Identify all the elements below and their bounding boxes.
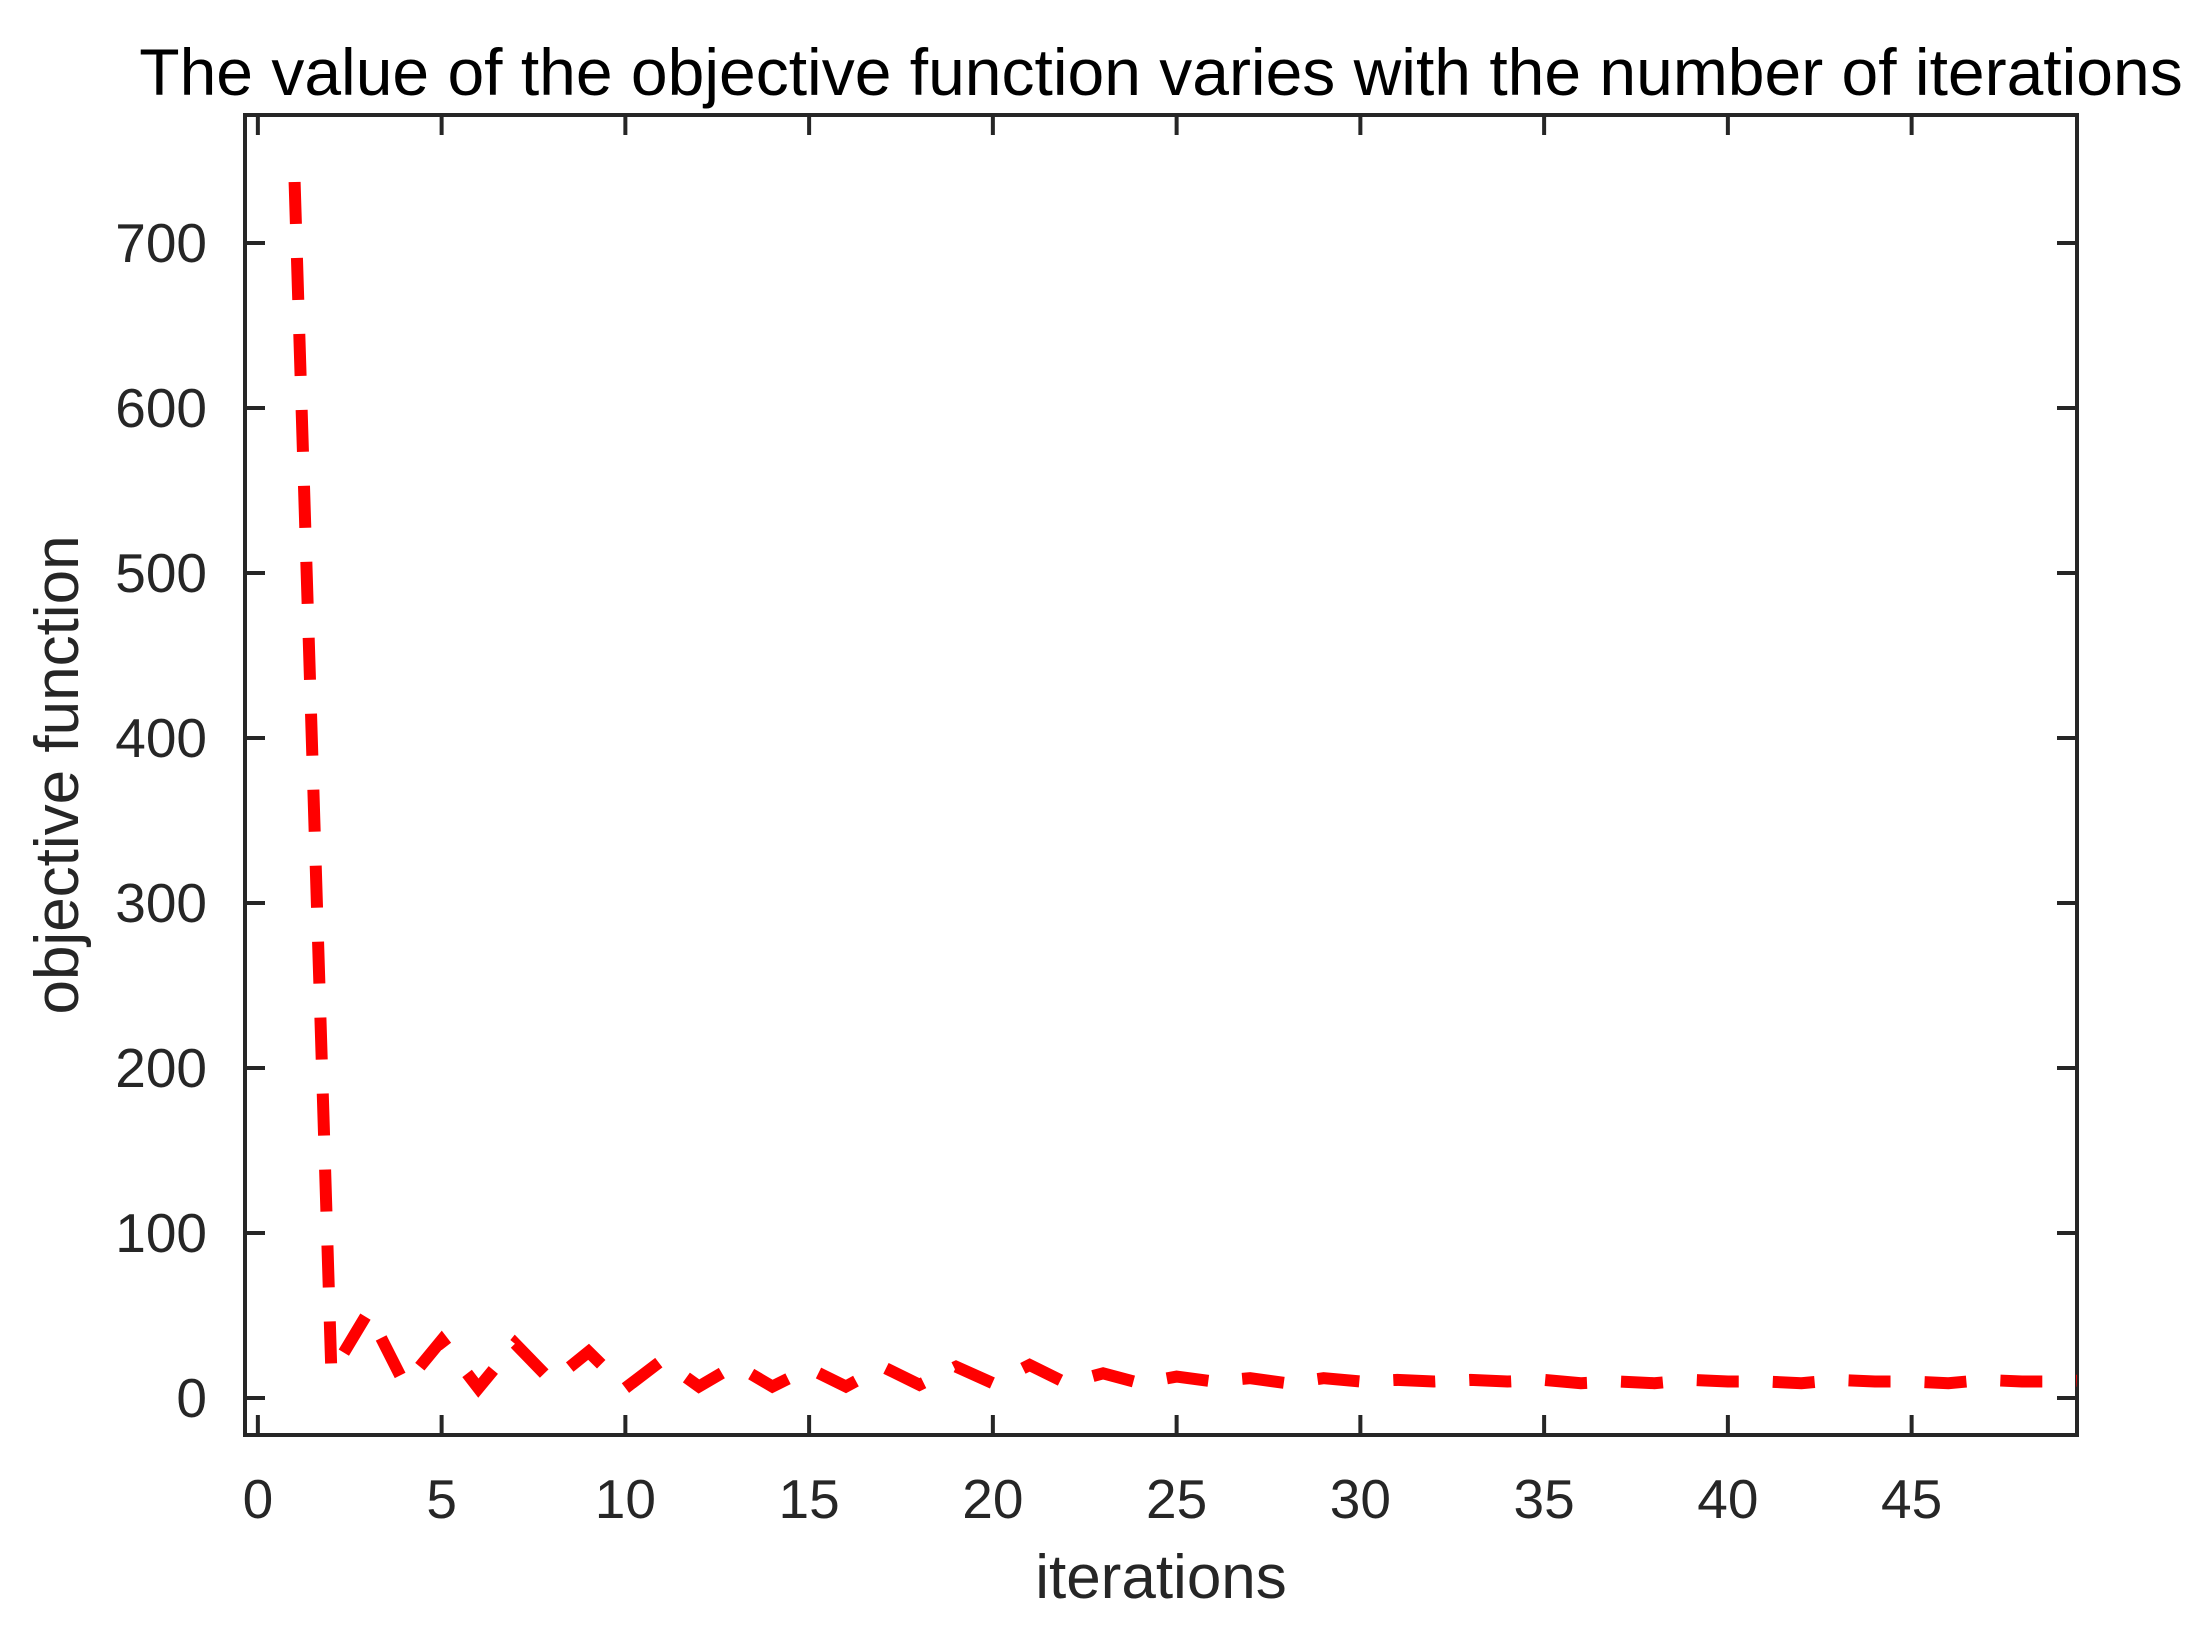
- plot-area-box: [243, 113, 2079, 1437]
- x-tick-label: 35: [1514, 1468, 1575, 1530]
- x-tick-label: 40: [1697, 1468, 1758, 1530]
- y-tick-label: 100: [115, 1202, 207, 1264]
- y-tick-label: 500: [115, 542, 207, 604]
- x-tick-label: 10: [595, 1468, 656, 1530]
- y-tick-label: 400: [115, 707, 207, 769]
- axis-ticks: [245, 115, 2077, 1435]
- x-tick-label: 25: [1146, 1468, 1207, 1530]
- x-tick-label: 30: [1330, 1468, 1391, 1530]
- x-tick-label: 45: [1881, 1468, 1942, 1530]
- y-tick-label: 700: [115, 212, 207, 274]
- x-tick-label: 5: [426, 1468, 457, 1530]
- chart-title: The value of the objective function vari…: [139, 35, 2182, 109]
- y-tick-label: 0: [176, 1367, 207, 1429]
- axis-tick-labels: 0 5 10 15 20 25 30 35 40 45 0 100 200 300 400 500 600 700: [115, 212, 1942, 1530]
- y-tick-label: 600: [115, 377, 207, 439]
- x-tick-label: 0: [243, 1468, 274, 1530]
- y-tick-label: 200: [115, 1037, 207, 1099]
- y-axis-label: objective function: [23, 535, 92, 1014]
- y-tick-label: 300: [115, 872, 207, 934]
- objective-function-curve: [288, 181, 2077, 1398]
- x-tick-label: 20: [962, 1468, 1023, 1530]
- x-tick-label: 15: [779, 1468, 840, 1530]
- x-axis-label: iterations: [1035, 1543, 1287, 1612]
